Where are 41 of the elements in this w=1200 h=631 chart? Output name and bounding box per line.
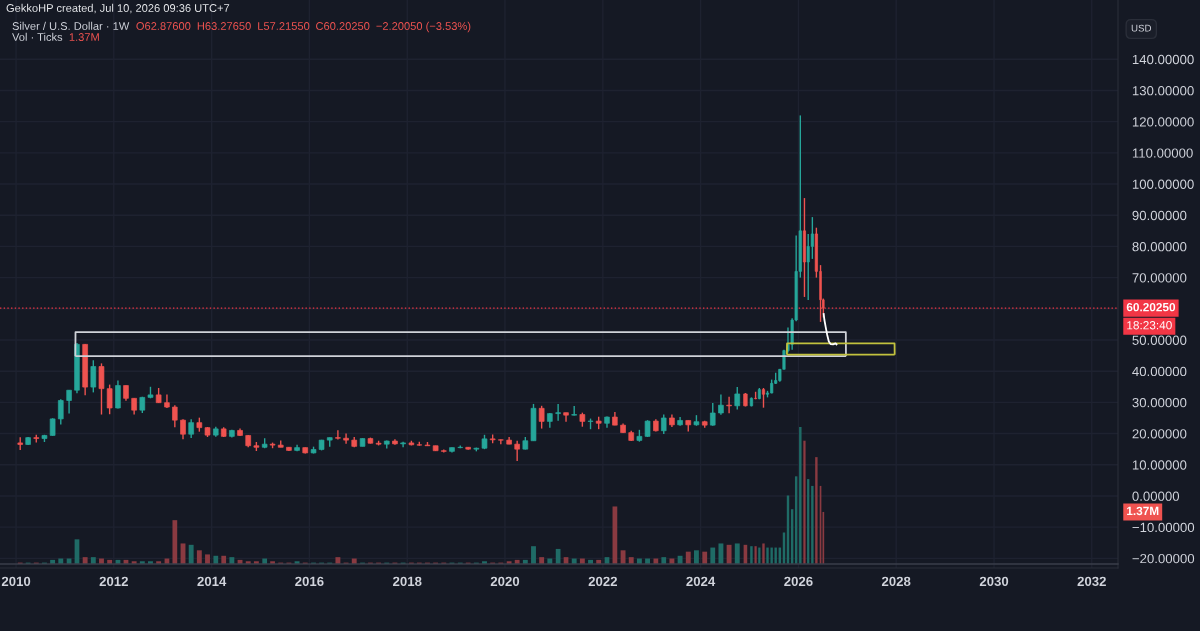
- annotation: H63.27650: [197, 22, 251, 30]
- text: 1.37M: [1127, 506, 1159, 516]
- y-tick-label: 90.00000: [1132, 210, 1187, 221]
- y-tick-label: −20.00000: [1132, 553, 1195, 564]
- text: Silver / U.S. Dollar · 1W: [12, 21, 130, 30]
- y-tick-label: 10.00000: [1132, 460, 1187, 470]
- x-tick-label: 2030: [979, 576, 1009, 587]
- x-tick-label: 2026: [784, 576, 813, 587]
- y-tick-label: 100.00000: [1132, 179, 1194, 189]
- annotation: C60.20250: [316, 22, 370, 30]
- y-tick-label: 140.00000: [1132, 54, 1194, 65]
- chart-title: Vol · Ticks: [12, 32, 63, 41]
- y-tick-label: 130.00000: [1132, 86, 1194, 96]
- x-tick-label: 2014: [197, 576, 227, 587]
- ref-line-label: 60.20250: [1126, 302, 1176, 312]
- y-tick-label: 110.00000: [1132, 148, 1193, 158]
- annotation: O62.87600: [136, 22, 191, 30]
- x-tick-label: 2032: [1077, 576, 1106, 587]
- y-axis-title: USD: [1131, 24, 1152, 32]
- y-tick-label: −10.00000: [1132, 522, 1195, 533]
- text: 18:23:40: [1127, 321, 1172, 330]
- y-tick-label: 70.00000: [1132, 273, 1187, 283]
- x-tick-label: 2016: [295, 576, 324, 587]
- x-tick-label: 2012: [99, 576, 128, 587]
- x-tick-label: 2024: [686, 576, 716, 587]
- text: 1.37M: [69, 33, 99, 41]
- y-tick-label: 40.00000: [1132, 366, 1187, 377]
- chart-title: GekkoHP created, Jul 10, 2026 09:36 UTC+7: [6, 3, 230, 14]
- x-tick-label: 2018: [393, 576, 422, 587]
- x-tick-label: 2022: [588, 576, 617, 587]
- y-tick-label: 0.00000: [1132, 491, 1180, 501]
- annotation: −2.20050 (−3.53%): [376, 21, 471, 33]
- y-tick-label: 20.00000: [1132, 429, 1187, 439]
- y-tick-label: 30.00000: [1132, 397, 1187, 408]
- y-tick-label: 50.00000: [1132, 335, 1187, 345]
- x-tick-label: 2010: [1, 576, 31, 587]
- annotation: L57.21550: [258, 22, 310, 30]
- x-tick-label: 2020: [490, 576, 520, 587]
- y-tick-label: 120.00000: [1132, 117, 1194, 127]
- y-tick-label: 80.00000: [1132, 241, 1187, 252]
- x-tick-label: 2028: [881, 576, 911, 587]
